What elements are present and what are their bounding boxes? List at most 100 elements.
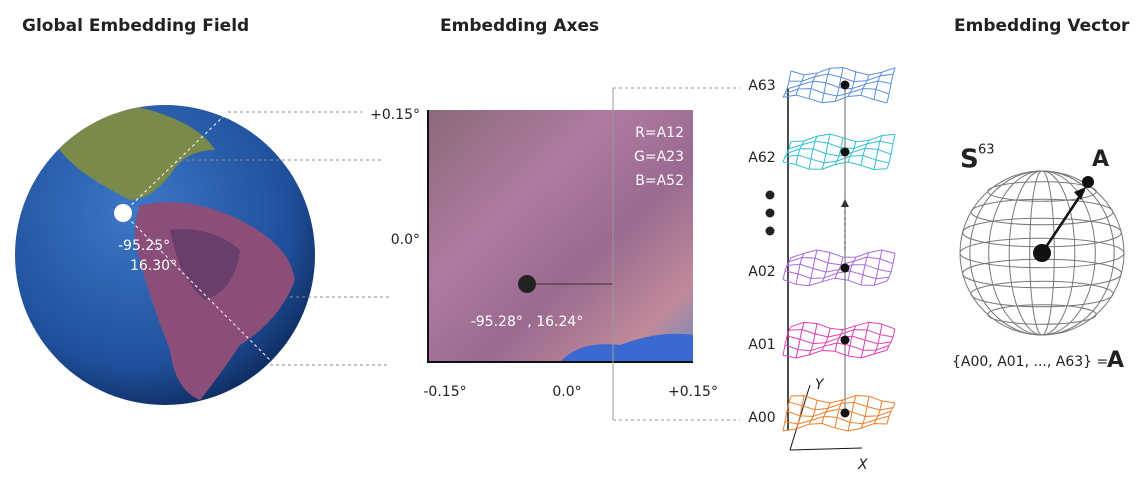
- equation-rhs: A: [1107, 348, 1124, 373]
- mesh-line: [790, 249, 896, 259]
- latitude: [970, 198, 1114, 226]
- mesh-line: [808, 136, 818, 170]
- axis-label: Y: [815, 377, 825, 393]
- mesh-line: [886, 134, 896, 169]
- land: [170, 229, 240, 300]
- mesh-line: [860, 252, 870, 286]
- layer-label: A02: [748, 264, 775, 280]
- latitude: [987, 181, 1097, 202]
- mesh-line: [834, 137, 844, 165]
- mesh: [782, 249, 896, 287]
- guides: [122, 111, 276, 366]
- guide: [122, 111, 229, 214]
- mesh-line: [782, 94, 888, 104]
- band-label: B=A52: [635, 173, 684, 189]
- mesh-line: [847, 141, 857, 163]
- layer-label: A00: [748, 410, 775, 426]
- mesh-line: [847, 256, 857, 281]
- layer-stack: A63 A62 A02 A01 A00 Y X: [748, 66, 896, 473]
- mesh-line: [790, 394, 896, 404]
- coord: -95.25°: [118, 238, 170, 254]
- latitude: [962, 258, 1122, 289]
- mesh-line: [782, 257, 792, 280]
- mesh-line: [834, 257, 844, 279]
- mesh-line: [834, 67, 844, 102]
- y-tick-label: +0.15°: [370, 107, 420, 123]
- mesh-line: [847, 71, 857, 97]
- mesh-line: [795, 322, 805, 359]
- mesh: [782, 133, 896, 171]
- vector-arrow: [1040, 189, 1086, 254]
- mesh-line: [873, 324, 883, 355]
- x-tick-label: 0.0°: [552, 384, 581, 400]
- mesh-line: [873, 135, 883, 170]
- band-label: R=A12: [635, 125, 684, 141]
- mesh-line: [795, 74, 805, 96]
- y-tick-label: 0.0°: [391, 232, 420, 248]
- layer-label: A62: [748, 150, 775, 166]
- x-tick-label: -0.15°: [423, 384, 466, 400]
- mesh-line: [782, 141, 792, 163]
- mesh-line: [782, 349, 888, 359]
- layer-point: [840, 408, 850, 418]
- layer-point: [840, 335, 850, 345]
- panel-title: Global Embedding Field: [22, 16, 249, 36]
- mesh-line: [790, 321, 896, 331]
- embedding-map: +0.15° 0.0° -0.15° 0.0° +0.15° R=A12 G=A…: [370, 87, 740, 421]
- layer-label: A63: [748, 78, 775, 94]
- layer-point: [840, 147, 850, 157]
- mesh-line: [782, 277, 888, 287]
- layer-label: A01: [748, 337, 775, 353]
- band-label: G=A23: [634, 149, 684, 165]
- x-tick-label: +0.15°: [668, 384, 718, 400]
- mesh: [782, 66, 896, 104]
- mesh-line: [860, 396, 870, 429]
- axis: [427, 110, 693, 363]
- location-dot: [518, 275, 536, 293]
- ellipsis-dot: [765, 226, 775, 236]
- coord: 16.30°: [130, 258, 177, 274]
- mesh-line: [821, 133, 831, 170]
- mesh-line: [821, 328, 831, 351]
- mesh-line: [873, 72, 883, 100]
- mesh-line: [786, 263, 892, 273]
- mesh-line: [834, 329, 844, 352]
- equation: {A00, A01, ..., A63} =: [952, 354, 1108, 370]
- mesh-line: [782, 161, 888, 171]
- layer-point: [840, 80, 850, 90]
- mesh-line: [782, 70, 792, 98]
- globe: -95.25° 16.30°: [15, 105, 390, 405]
- latitude: [970, 280, 1114, 308]
- ellipsis-dot: [765, 190, 775, 200]
- panel-title: Embedding Axes: [440, 16, 599, 36]
- mesh-line: [808, 249, 818, 286]
- mesh: [782, 321, 896, 359]
- meridian: [969, 170, 1115, 336]
- mesh-line: [873, 400, 883, 424]
- mesh-line: [795, 140, 805, 165]
- mesh-line: [860, 74, 870, 96]
- mesh-line: [886, 402, 896, 425]
- latitude: [959, 237, 1125, 269]
- mesh-line: [782, 326, 792, 356]
- mesh-line: [821, 252, 831, 282]
- mesh-line: [873, 249, 883, 286]
- mesh-line: [834, 399, 844, 429]
- unit-sphere: S 63 A {A00, A01, ..., A63} = A: [952, 143, 1125, 373]
- mesh-line: [847, 395, 857, 432]
- arrowhead: [1074, 187, 1086, 200]
- land: [135, 202, 295, 400]
- vector-point: [1082, 176, 1094, 188]
- mesh-line: [782, 395, 792, 431]
- sphere-exponent: 63: [978, 143, 995, 158]
- ellipsis-dot: [765, 208, 775, 218]
- mesh-line: [808, 400, 818, 425]
- point-label: -95.28° , 16.24°: [471, 314, 584, 330]
- mesh-line: [821, 68, 831, 103]
- vector-label: A: [1092, 147, 1109, 172]
- layer-point: [840, 263, 850, 273]
- mesh-line: [808, 72, 818, 99]
- mesh-line: [886, 67, 896, 104]
- mesh-line: [795, 253, 805, 285]
